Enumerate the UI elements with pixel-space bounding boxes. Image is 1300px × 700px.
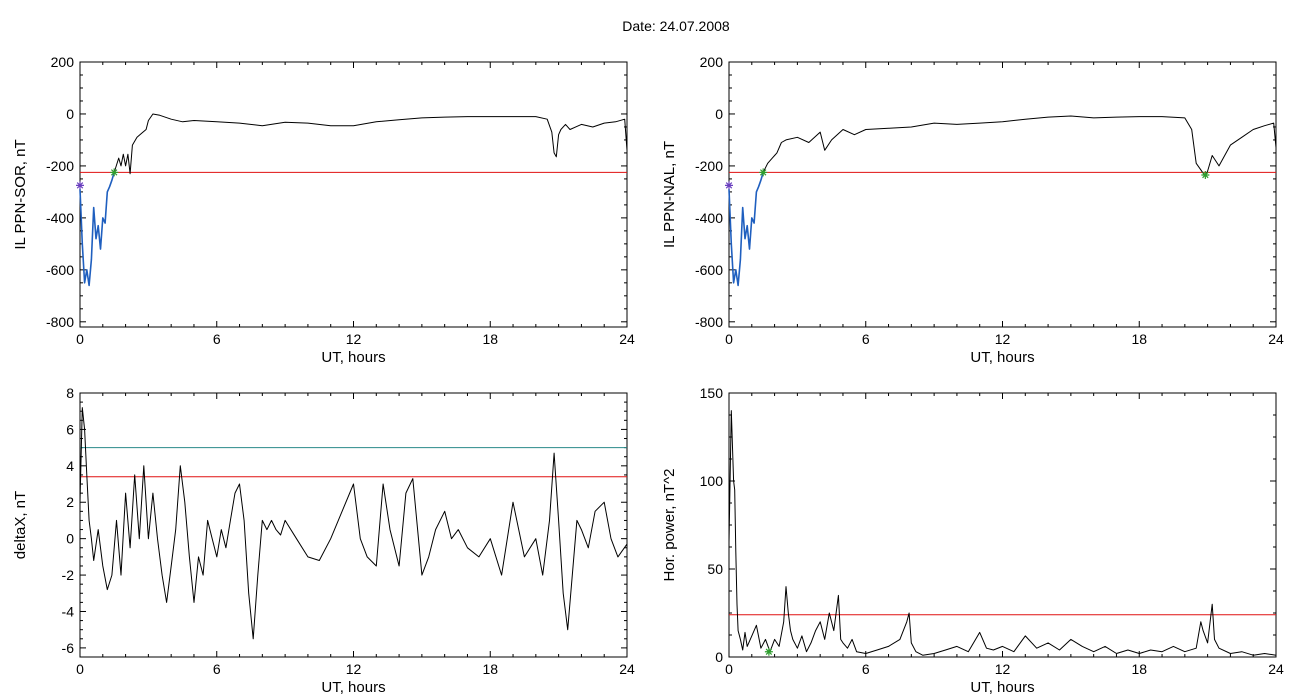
star-marker bbox=[76, 181, 84, 190]
y-tick-label: 6 bbox=[66, 421, 74, 437]
series-line bbox=[728, 410, 1277, 656]
panel-top-left: 0 6 12 18 24 -800 -600 -400 -200 0 200 UT, hours IL … bbox=[12, 54, 635, 366]
star-marker bbox=[725, 181, 733, 190]
y-axis-label: IL PPN-SOR, nT bbox=[12, 139, 29, 249]
panel-top-right: 0 6 12 18 24 -800 -600 -400 -200 0 200 UT, hours IL … bbox=[661, 54, 1284, 366]
y-tick-label: -6 bbox=[62, 640, 75, 656]
y-tick-label: -2 bbox=[62, 567, 75, 583]
star-marker bbox=[764, 647, 773, 656]
x-axis-label: UT, hours bbox=[970, 349, 1034, 366]
x-tick-label: 0 bbox=[76, 661, 84, 677]
y-tick-label: 2 bbox=[66, 494, 74, 510]
x-tick-label: 6 bbox=[862, 661, 870, 677]
y-axis-label: Hor. power, nT^2 bbox=[661, 469, 678, 582]
y-tick-label: -200 bbox=[695, 158, 723, 174]
y-tick-label: 0 bbox=[66, 106, 74, 122]
star-marker bbox=[110, 168, 119, 177]
y-tick-label: -600 bbox=[46, 262, 74, 278]
x-tick-label: 6 bbox=[213, 661, 221, 677]
x-axis-label: UT, hours bbox=[321, 349, 385, 366]
y-tick-label: 100 bbox=[700, 473, 724, 489]
y-axis-label: deltaX, nT bbox=[12, 491, 29, 559]
y-tick-label: 150 bbox=[700, 385, 724, 401]
y-tick-label: 0 bbox=[715, 649, 723, 665]
series-line bbox=[762, 115, 1277, 177]
series-line bbox=[79, 407, 628, 640]
x-axis-label: UT, hours bbox=[321, 679, 385, 696]
x-tick-label: 18 bbox=[482, 331, 498, 347]
x-tick-label: 6 bbox=[213, 331, 221, 347]
x-tick-label: 18 bbox=[1131, 661, 1147, 677]
x-axis-label: UT, hours bbox=[970, 679, 1034, 696]
x-tick-label: 12 bbox=[995, 661, 1011, 677]
series-line bbox=[728, 172, 764, 287]
x-tick-label: 24 bbox=[1268, 661, 1284, 677]
y-tick-label: -800 bbox=[46, 314, 74, 330]
x-tick-label: 12 bbox=[346, 331, 362, 347]
y-tick-label: 0 bbox=[715, 106, 723, 122]
panel-bottom-right: 0 6 12 18 24 0 50 100 150 UT, hours Hor. power, nT… bbox=[661, 385, 1284, 696]
y-tick-label: -200 bbox=[46, 158, 74, 174]
series-line bbox=[79, 172, 115, 287]
x-tick-label: 24 bbox=[619, 661, 635, 677]
x-tick-label: 12 bbox=[346, 661, 362, 677]
plot-frame bbox=[79, 392, 628, 658]
y-tick-label: 8 bbox=[66, 385, 74, 401]
y-tick-label: -800 bbox=[695, 314, 723, 330]
x-tick-label: 0 bbox=[76, 331, 84, 347]
x-tick-label: 6 bbox=[862, 331, 870, 347]
y-tick-label: 0 bbox=[66, 531, 74, 547]
star-marker bbox=[1201, 171, 1210, 180]
plot-frame bbox=[728, 61, 1277, 328]
y-tick-label: -4 bbox=[62, 603, 75, 619]
x-tick-label: 12 bbox=[995, 331, 1011, 347]
figure-title: Date: 24.07.2008 bbox=[622, 18, 730, 34]
y-tick-label: 50 bbox=[707, 561, 723, 577]
plot-frame bbox=[79, 61, 628, 328]
y-tick-label: 200 bbox=[700, 54, 724, 70]
y-tick-label: -600 bbox=[695, 262, 723, 278]
x-tick-label: 0 bbox=[725, 661, 733, 677]
y-axis-label: IL PPN-NAL, nT bbox=[661, 141, 678, 248]
y-tick-label: -400 bbox=[46, 210, 74, 226]
y-tick-label: -400 bbox=[695, 210, 723, 226]
x-tick-label: 24 bbox=[1268, 331, 1284, 347]
star-marker bbox=[759, 168, 768, 177]
plot-frame bbox=[728, 392, 1277, 658]
y-tick-label: 4 bbox=[66, 458, 74, 474]
y-tick-label: 200 bbox=[51, 54, 75, 70]
x-tick-label: 18 bbox=[1131, 331, 1147, 347]
x-tick-label: 24 bbox=[619, 331, 635, 347]
x-tick-label: 0 bbox=[725, 331, 733, 347]
series-line bbox=[113, 113, 628, 175]
x-tick-label: 18 bbox=[482, 661, 498, 677]
